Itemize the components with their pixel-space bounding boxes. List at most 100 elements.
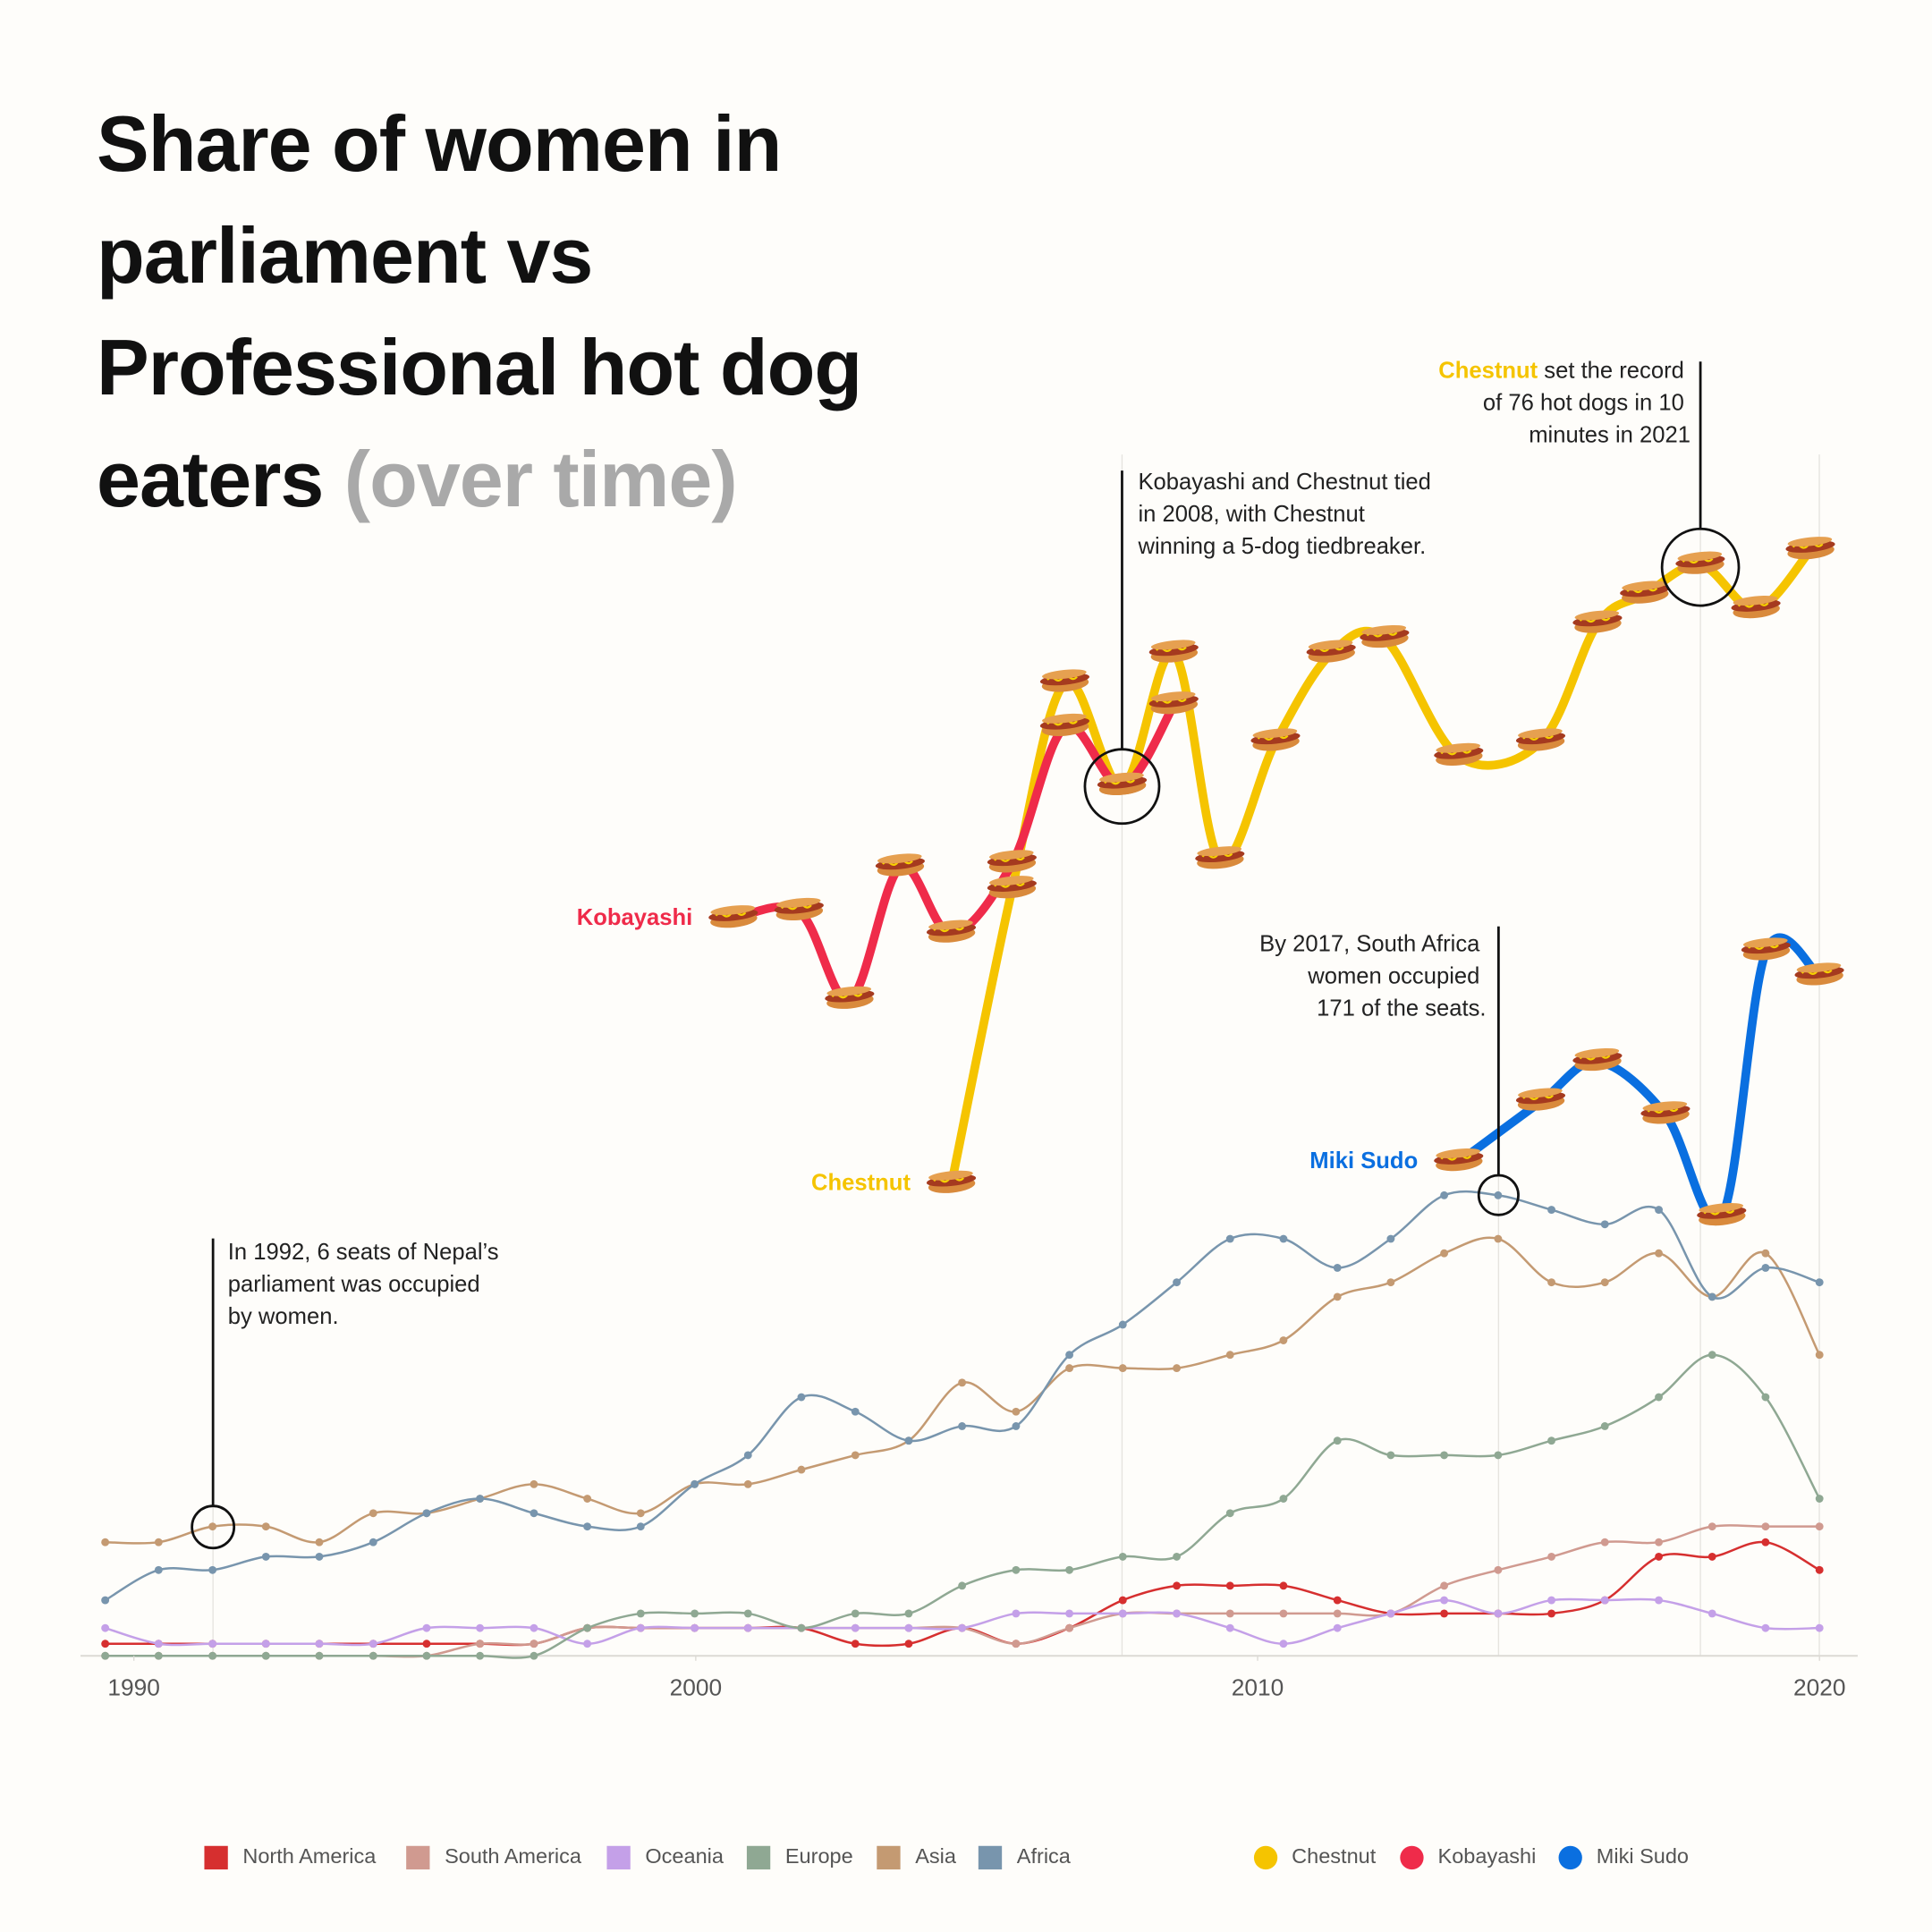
region-point — [315, 1552, 324, 1561]
hotdog-part — [1436, 1148, 1480, 1158]
legend-label: Oceania — [645, 1844, 724, 1868]
legend-swatch — [978, 1845, 1003, 1870]
hotdog-marker — [926, 1170, 977, 1193]
region-point — [1440, 1451, 1449, 1460]
hotdog-marker — [774, 897, 824, 921]
region-point — [636, 1623, 645, 1632]
region-point — [1440, 1596, 1449, 1605]
hotdog-marker — [1039, 713, 1089, 737]
annotation-line: winning a 5-dog tiedbreaker. — [1137, 534, 1426, 559]
region-point — [1065, 1565, 1074, 1574]
region-point — [261, 1640, 270, 1648]
region-point — [743, 1479, 752, 1488]
region-point — [691, 1609, 699, 1618]
x-tick-label: 2020 — [1793, 1674, 1846, 1701]
legend-label: Miki Sudo — [1597, 1844, 1689, 1868]
region-point — [208, 1565, 217, 1574]
region-point — [1815, 1495, 1824, 1503]
region-point — [1386, 1278, 1395, 1287]
region-point — [1655, 1552, 1663, 1561]
region-point — [1494, 1609, 1503, 1618]
region-point — [1333, 1609, 1342, 1618]
legend-swatch — [1400, 1845, 1424, 1870]
region-point — [904, 1609, 913, 1618]
region-point — [797, 1393, 806, 1402]
annotation-line: 171 of the seats. — [1317, 996, 1486, 1021]
region-point — [583, 1640, 592, 1648]
hotdog-marker — [1148, 691, 1199, 715]
region-point — [1547, 1596, 1555, 1605]
region-point — [1386, 1451, 1395, 1460]
region-point — [1333, 1264, 1342, 1272]
region-point — [208, 1651, 217, 1660]
region-point — [1494, 1451, 1503, 1460]
annotation: By 2017, South Africa women occupied 171… — [1259, 931, 1486, 1021]
region-point — [1707, 1609, 1716, 1618]
annotation-line: Kobayashi and Chestnut tied — [1138, 470, 1430, 495]
region-point — [1225, 1509, 1234, 1518]
callout-circle — [1660, 527, 1741, 607]
region-point — [1494, 1234, 1503, 1243]
hotdog-part — [1308, 640, 1353, 650]
region-point — [1225, 1351, 1234, 1360]
legend-swatch — [746, 1845, 771, 1870]
hotdog-part — [989, 850, 1034, 860]
region-point — [1279, 1609, 1288, 1618]
region-point — [1279, 1336, 1288, 1344]
region-point — [1279, 1581, 1288, 1590]
region-point — [904, 1436, 913, 1445]
region-point — [851, 1451, 860, 1460]
hotdog-marker — [1794, 962, 1844, 986]
region-point — [1173, 1364, 1182, 1373]
legend-label: Europe — [785, 1844, 853, 1868]
hotdog-marker — [1572, 610, 1623, 633]
annotation: Chestnut set the record of 76 hot dogs i… — [1438, 358, 1690, 447]
region-point — [1118, 1320, 1127, 1329]
region-point — [1600, 1278, 1609, 1287]
region-point — [422, 1651, 431, 1660]
region-point — [1707, 1351, 1716, 1360]
region-point — [1600, 1422, 1609, 1430]
hotdog-marker — [1741, 937, 1791, 961]
hotdog-part — [1042, 713, 1087, 724]
region-point — [476, 1640, 485, 1648]
region-point — [743, 1623, 752, 1632]
region-point — [1547, 1552, 1555, 1561]
eater-line — [1454, 933, 1825, 1225]
region-line — [104, 1236, 1821, 1545]
region-point — [1815, 1565, 1824, 1574]
region-point — [1065, 1609, 1074, 1618]
hotdog-marker — [1097, 772, 1148, 795]
hotdog-part — [1150, 691, 1196, 702]
hotdog-part — [1622, 580, 1666, 591]
region-point — [1761, 1623, 1770, 1632]
legend-swatch — [606, 1845, 631, 1870]
region-point — [958, 1581, 967, 1590]
region-point — [1173, 1278, 1182, 1287]
region-point — [476, 1495, 485, 1503]
annotation-line: By 2017, South Africa — [1259, 931, 1480, 956]
region-point — [154, 1538, 163, 1546]
hotdog-part — [1743, 937, 1788, 948]
region-point — [797, 1623, 806, 1632]
region-point — [1761, 1264, 1770, 1272]
region-point — [101, 1596, 110, 1605]
hotdog-part — [1677, 551, 1723, 562]
hotdog-part — [826, 986, 872, 996]
region-line — [104, 1597, 1821, 1647]
annotation-line: minutes in 2021 — [1529, 422, 1690, 447]
legend-swatch — [1253, 1845, 1278, 1870]
callout-circle — [1477, 1174, 1520, 1216]
region-point — [530, 1509, 538, 1518]
hotdog-part — [1436, 742, 1480, 753]
region-point — [851, 1407, 860, 1416]
hotdog-part — [1150, 640, 1196, 650]
region-point — [315, 1651, 324, 1660]
hotdog-marker — [1434, 742, 1484, 767]
hotdog-part — [775, 897, 821, 908]
hotdog-part — [928, 1170, 973, 1181]
hotdog-part — [1699, 1202, 1743, 1213]
hotdog-part — [1361, 624, 1407, 635]
region-point — [583, 1522, 592, 1531]
